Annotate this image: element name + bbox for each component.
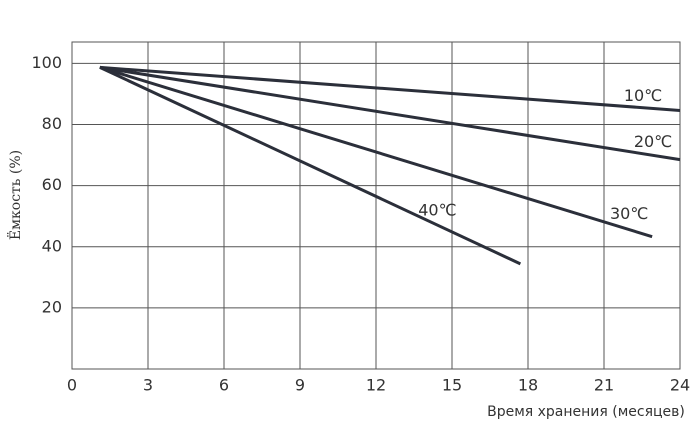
y-tick-label: 80 bbox=[42, 114, 62, 133]
x-tick-label: 3 bbox=[143, 376, 153, 395]
x-tick-label: 15 bbox=[442, 376, 462, 395]
x-tick-label: 6 bbox=[219, 376, 229, 395]
series-label: 30℃ bbox=[610, 204, 648, 223]
series-line bbox=[99, 65, 681, 112]
x-tick-label: 18 bbox=[518, 376, 538, 395]
series-label: 40℃ bbox=[418, 200, 456, 219]
x-axis-label: Время хранения (месяцев) bbox=[487, 404, 685, 420]
series-line bbox=[99, 66, 522, 266]
x-tick-label: 0 bbox=[67, 376, 77, 395]
y-tick-label: 40 bbox=[42, 236, 62, 255]
x-tick-label: 24 bbox=[670, 376, 690, 395]
series-line bbox=[99, 65, 653, 239]
y-axis-label: Ёмкость (%) bbox=[6, 150, 24, 240]
x-tick-label: 9 bbox=[295, 376, 305, 395]
x-tick-label: 21 bbox=[594, 376, 614, 395]
y-tick-label: 60 bbox=[42, 175, 62, 194]
y-tick-label: 20 bbox=[42, 297, 62, 316]
series-line bbox=[99, 65, 681, 162]
series-label: 10℃ bbox=[624, 86, 662, 105]
y-tick-label: 100 bbox=[31, 53, 62, 72]
x-tick-label: 12 bbox=[366, 376, 386, 395]
series-label: 20℃ bbox=[634, 132, 672, 151]
